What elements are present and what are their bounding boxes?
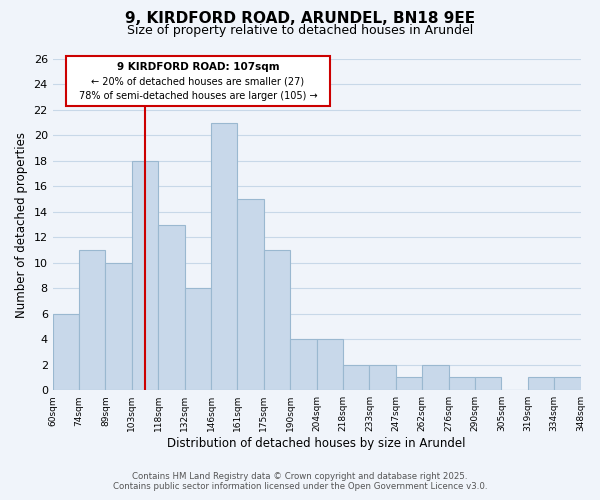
Bar <box>185 288 211 390</box>
Bar <box>79 250 106 390</box>
Bar <box>264 250 290 390</box>
Text: Size of property relative to detached houses in Arundel: Size of property relative to detached ho… <box>127 24 473 37</box>
Bar <box>370 364 396 390</box>
Bar <box>290 340 317 390</box>
X-axis label: Distribution of detached houses by size in Arundel: Distribution of detached houses by size … <box>167 437 466 450</box>
Text: 78% of semi-detached houses are larger (105) →: 78% of semi-detached houses are larger (… <box>79 91 317 101</box>
Bar <box>422 364 449 390</box>
Bar <box>343 364 370 390</box>
Bar <box>396 378 422 390</box>
Bar <box>106 263 132 390</box>
Y-axis label: Number of detached properties: Number of detached properties <box>15 132 28 318</box>
Bar <box>238 199 264 390</box>
Bar <box>317 340 343 390</box>
Bar <box>211 122 238 390</box>
Bar <box>449 378 475 390</box>
Bar <box>528 378 554 390</box>
Bar <box>158 224 185 390</box>
Text: Contains HM Land Registry data © Crown copyright and database right 2025.
Contai: Contains HM Land Registry data © Crown c… <box>113 472 487 491</box>
Text: 9, KIRDFORD ROAD, ARUNDEL, BN18 9EE: 9, KIRDFORD ROAD, ARUNDEL, BN18 9EE <box>125 11 475 26</box>
FancyBboxPatch shape <box>66 56 330 106</box>
Bar <box>554 378 581 390</box>
Bar <box>53 314 79 390</box>
Bar <box>132 161 158 390</box>
Text: ← 20% of detached houses are smaller (27): ← 20% of detached houses are smaller (27… <box>91 77 304 87</box>
Bar <box>475 378 502 390</box>
Text: 9 KIRDFORD ROAD: 107sqm: 9 KIRDFORD ROAD: 107sqm <box>116 62 279 72</box>
